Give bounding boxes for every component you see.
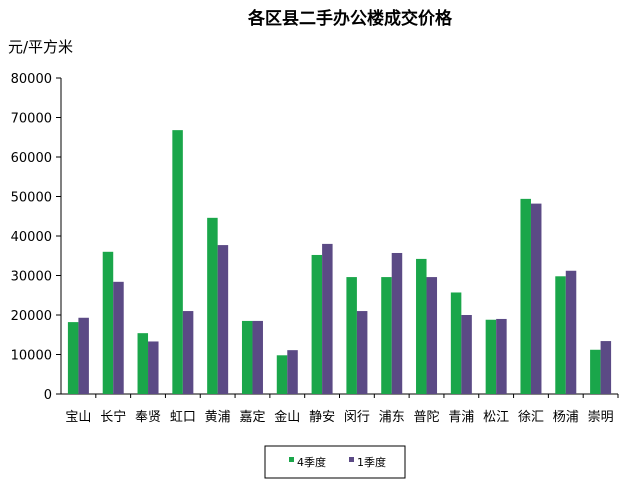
bar-series-1 bbox=[485, 319, 497, 394]
x-tick-label: 普陀 bbox=[414, 409, 440, 425]
bar-series-2 bbox=[356, 311, 368, 394]
bar-series-2 bbox=[78, 317, 89, 394]
y-tick-label: 70000 bbox=[11, 112, 52, 127]
bar-series-1 bbox=[450, 292, 462, 394]
bar-series-2 bbox=[182, 311, 194, 394]
bar-series-2 bbox=[148, 341, 159, 394]
legend-marker bbox=[349, 457, 354, 462]
bar-series-1 bbox=[67, 322, 79, 394]
bar-series-1 bbox=[555, 276, 566, 394]
x-tick-label: 松江 bbox=[483, 410, 509, 425]
legend-label: 4季度 bbox=[297, 455, 326, 469]
bar-series-2 bbox=[461, 315, 472, 394]
x-tick-label: 青浦 bbox=[448, 410, 474, 425]
y-tick-label: 50000 bbox=[11, 191, 52, 206]
y-tick-label: 80000 bbox=[11, 72, 52, 87]
x-tick-label: 杨浦 bbox=[553, 410, 579, 425]
bar-series-1 bbox=[311, 254, 323, 394]
bar-series-1 bbox=[346, 277, 357, 394]
bar-series-2 bbox=[496, 318, 507, 394]
x-tick-label: 奉贤 bbox=[135, 410, 161, 425]
x-tick-label: 静安 bbox=[309, 410, 335, 425]
bar-series-1 bbox=[590, 349, 601, 394]
bar-series-2 bbox=[322, 243, 333, 394]
bar-series-2 bbox=[113, 281, 124, 394]
y-axis-unit: 元/平方米 bbox=[8, 38, 73, 56]
bar-series-1 bbox=[137, 333, 149, 394]
bar-series-1 bbox=[172, 130, 183, 394]
bar-series-1 bbox=[241, 320, 253, 394]
bar-series-2 bbox=[426, 277, 438, 394]
bar-series-1 bbox=[381, 277, 392, 394]
bar-series-1 bbox=[416, 258, 427, 394]
bar-series-2 bbox=[600, 341, 612, 394]
y-tick-label: 20000 bbox=[11, 309, 52, 324]
x-tick-label: 金山 bbox=[274, 409, 300, 425]
y-tick-label: 40000 bbox=[11, 230, 52, 245]
y-tick-label: 0 bbox=[44, 388, 52, 403]
x-tick-label: 崇明 bbox=[588, 410, 614, 425]
bar-series-2 bbox=[565, 270, 577, 394]
bar-series-2 bbox=[391, 252, 403, 394]
plot-area: 0 10000 20000 30000 40000 50000 60000 70000 8000… bbox=[11, 72, 619, 425]
bar-series-1 bbox=[520, 198, 531, 394]
bar-series-2 bbox=[252, 320, 263, 394]
legend-label: 1季度 bbox=[357, 455, 386, 469]
bar-series-2 bbox=[287, 350, 298, 394]
y-tick-label: 30000 bbox=[11, 270, 52, 285]
bar-series-1 bbox=[207, 217, 218, 394]
x-tick-label: 闵行 bbox=[344, 410, 370, 425]
bar-series-2 bbox=[217, 245, 229, 394]
x-tick-label: 黄浦 bbox=[205, 410, 231, 425]
x-tick-label: 浦东 bbox=[379, 410, 405, 425]
x-tick-label: 徐汇 bbox=[518, 410, 544, 425]
y-tick-label: 10000 bbox=[11, 349, 52, 364]
bar-series-1 bbox=[102, 251, 114, 394]
y-tick-label: 60000 bbox=[11, 151, 52, 166]
x-tick-label: 嘉定 bbox=[239, 410, 265, 425]
legend-marker bbox=[289, 457, 294, 462]
bar-series-2 bbox=[530, 203, 542, 394]
x-tick-label: 宝山 bbox=[65, 410, 91, 425]
x-tick-label: 虹口 bbox=[170, 410, 196, 425]
bar-series-1 bbox=[276, 355, 288, 394]
x-tick-label: 长宁 bbox=[100, 409, 126, 425]
legend: 4季度 1季度 bbox=[264, 445, 406, 479]
chart-title: 各区县二手办公楼成交价格 bbox=[247, 8, 453, 29]
legend-box bbox=[264, 445, 406, 479]
